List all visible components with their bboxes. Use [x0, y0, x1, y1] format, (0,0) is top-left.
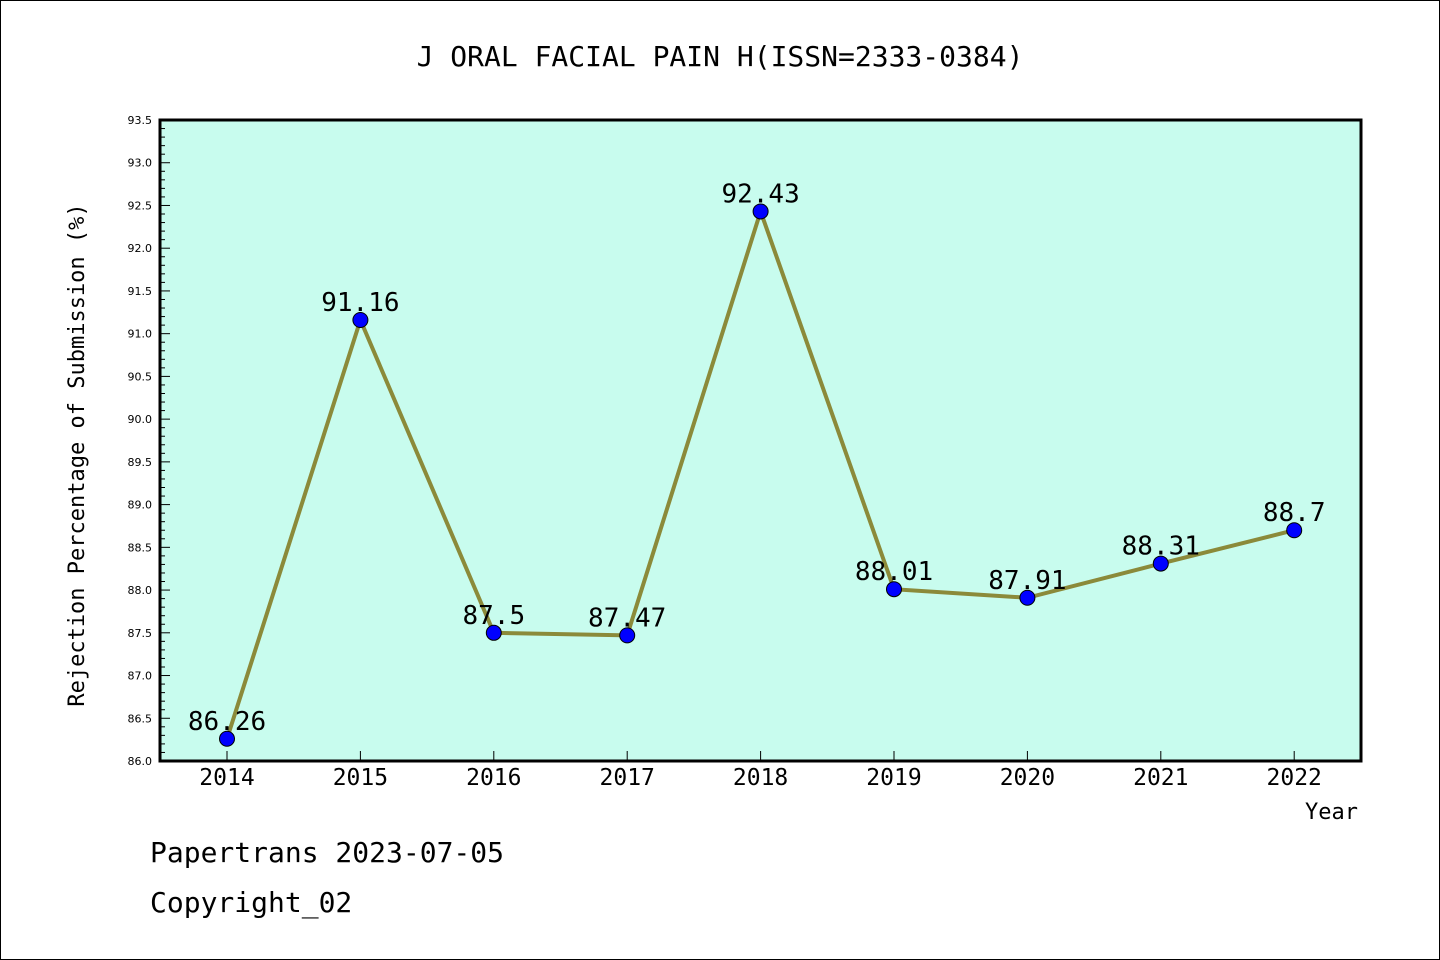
y-axis-label: Rejection Percentage of Submission (%): [65, 203, 90, 706]
x-tick-label: 2022: [1267, 765, 1322, 791]
plot-area: [160, 120, 1361, 761]
y-tick-label: 89.0: [128, 499, 153, 512]
x-tick-label: 2014: [199, 765, 254, 791]
y-tick-label: 88.5: [128, 541, 153, 554]
footer-date-text: Papertrans 2023-07-05: [150, 836, 505, 869]
x-tick-label: 2015: [333, 765, 388, 791]
y-tick-label: 90.5: [128, 370, 153, 383]
data-point: [1152, 555, 1169, 572]
y-tick-label: 92.5: [128, 199, 153, 212]
y-tick-label: 90.0: [128, 413, 153, 426]
data-point: [485, 624, 502, 641]
data-point: [1286, 522, 1303, 539]
x-tick-label: 2020: [1000, 765, 1055, 791]
data-point: [1019, 589, 1036, 606]
data-point: [219, 730, 235, 747]
series-group: [219, 203, 1303, 747]
y-tick-label: 89.5: [128, 456, 153, 469]
footer-copyright-text: Copyright_02: [150, 886, 353, 919]
x-axis: 2014 2015 2016 2017 2018 2019 2020 2021 2022: [199, 751, 1322, 791]
data-label: 87.91: [988, 566, 1066, 596]
data-labels: 86.26 91.16 87.5 87.47 92.43 88.01 87.91 88.31 8…: [188, 179, 1326, 736]
data-label: 86.26: [188, 707, 266, 737]
data-point: [752, 203, 769, 220]
x-tick-label: 2021: [1133, 765, 1188, 791]
y-tick-label: 92.0: [128, 242, 153, 255]
x-tick-label: 2016: [466, 765, 521, 791]
data-point: [352, 311, 369, 328]
data-point: [886, 581, 902, 598]
y-tick-label: 86.0: [128, 755, 153, 768]
data-label: 87.47: [588, 603, 666, 633]
y-axis: 86.0 86.5 87.0 87.5 88.0 88.5 89.0 89.5 90.0 90.5…: [128, 114, 170, 768]
y-tick-label: 91.0: [128, 328, 153, 341]
x-tick-label: 2019: [866, 765, 921, 791]
data-label: 92.43: [721, 179, 799, 209]
y-tick-label: 87.5: [128, 627, 153, 640]
x-tick-label: 2018: [733, 765, 788, 791]
x-axis-label: Year: [1305, 800, 1358, 825]
y-tick-label: 86.5: [128, 712, 153, 725]
plot-border: [158, 118, 1363, 763]
data-label: 91.16: [321, 288, 399, 318]
chart-title: J ORAL FACIAL PAIN H(ISSN=2333-0384): [417, 40, 1024, 73]
data-label: 88.7: [1263, 498, 1326, 528]
data-label: 88.01: [855, 557, 933, 587]
data-label: 87.5: [462, 601, 525, 631]
data-label: 88.31: [1122, 532, 1200, 562]
y-tick-label: 87.0: [128, 670, 153, 683]
x-tick-label: 2017: [600, 765, 655, 791]
y-tick-label: 88.0: [128, 584, 153, 597]
y-tick-label: 93.0: [128, 157, 153, 170]
data-point: [619, 627, 636, 644]
y-tick-label: 91.5: [128, 285, 153, 298]
y-tick-label: 93.5: [128, 114, 153, 127]
